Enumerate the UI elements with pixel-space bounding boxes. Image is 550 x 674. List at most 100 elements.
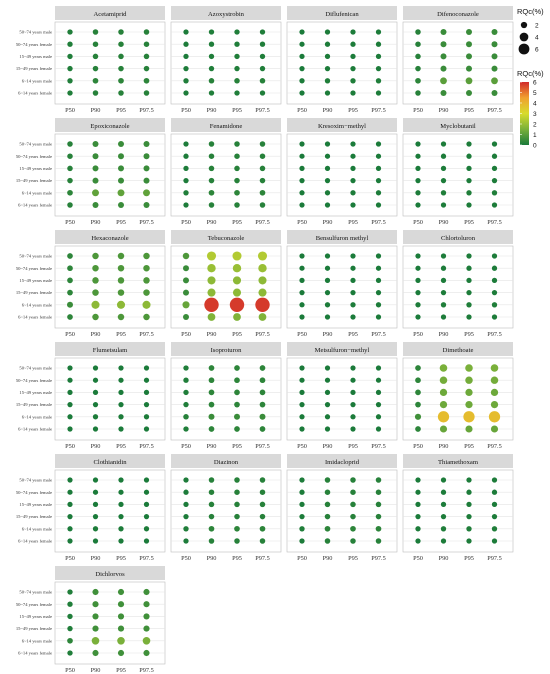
data-point: [350, 90, 356, 96]
data-point: [324, 277, 331, 284]
data-point: [415, 513, 421, 520]
color-legend-bar: [520, 82, 529, 145]
data-point: [440, 489, 447, 495]
data-point: [208, 165, 215, 172]
data-point: [375, 265, 382, 271]
data-point: [91, 637, 100, 645]
y-tick-label: 50~74 years male: [19, 142, 52, 147]
data-point: [118, 141, 124, 147]
data-point: [67, 526, 73, 532]
data-point: [466, 90, 472, 96]
data-point: [439, 376, 448, 384]
data-point: [67, 289, 73, 296]
panel-strip: [55, 454, 165, 468]
data-point: [491, 253, 498, 259]
data-point: [259, 477, 266, 483]
data-point: [465, 400, 473, 409]
x-tick-label: P50: [181, 107, 191, 114]
data-point: [208, 90, 215, 96]
data-point: [324, 253, 331, 259]
y-tick-label: 6~14 years male: [22, 302, 52, 307]
panel-strip: [287, 342, 397, 356]
data-point: [208, 426, 215, 432]
data-point: [183, 513, 189, 520]
data-point: [67, 401, 73, 408]
x-tick-label: P50: [181, 443, 191, 450]
data-point: [67, 589, 73, 595]
data-point: [466, 538, 472, 544]
data-point: [259, 189, 266, 196]
data-point: [324, 53, 331, 60]
data-point: [208, 477, 215, 483]
data-point: [491, 177, 498, 184]
data-point: [143, 289, 150, 296]
data-point: [143, 189, 150, 197]
data-point: [375, 90, 382, 96]
data-point: [118, 477, 124, 483]
data-point: [299, 302, 305, 308]
data-point: [350, 389, 356, 396]
data-point: [375, 277, 382, 284]
panel-title: Hexaconazole: [91, 235, 128, 242]
data-point: [350, 426, 356, 432]
data-point: [375, 41, 382, 47]
data-point: [350, 202, 356, 208]
data-point: [259, 141, 266, 147]
x-tick-label: P95: [348, 555, 358, 562]
data-point: [324, 489, 331, 495]
data-point: [258, 288, 267, 297]
data-point: [234, 501, 240, 508]
plot-area: [286, 21, 398, 105]
data-point: [415, 65, 421, 72]
data-point: [67, 601, 73, 607]
x-tick-label: P50: [297, 219, 307, 226]
panel-strip: [403, 6, 513, 20]
data-point: [350, 477, 356, 483]
data-point: [208, 29, 215, 35]
x-tick-label: P90: [91, 219, 101, 226]
data-point: [465, 77, 473, 85]
x-tick-label: P95: [348, 331, 358, 338]
data-point: [491, 141, 498, 147]
size-legend-dot: [520, 21, 528, 29]
color-legend-label: 1: [533, 132, 537, 139]
data-point: [259, 29, 266, 35]
data-point: [350, 365, 356, 371]
data-point: [299, 501, 305, 508]
data-point: [208, 513, 215, 520]
data-point: [440, 538, 447, 544]
data-point: [415, 29, 421, 35]
panel-strip: [171, 6, 281, 20]
panel-title: Tebuconazole: [208, 235, 245, 242]
data-point: [92, 489, 99, 495]
data-point: [440, 513, 447, 520]
x-tick-label: P50: [413, 555, 423, 562]
data-point: [324, 314, 331, 320]
data-point: [234, 365, 240, 371]
panel-epoxiconazole: Epoxiconazole 50~74 years male 50~74 years…: [16, 118, 166, 226]
data-point: [118, 489, 124, 495]
data-point: [234, 477, 240, 483]
x-tick-label: P50: [181, 555, 191, 562]
data-point: [299, 253, 305, 259]
size-legend-title: RQc(%): [517, 7, 544, 16]
data-point: [465, 376, 473, 384]
x-tick-label: P95: [116, 443, 126, 450]
data-point: [440, 526, 447, 532]
data-point: [204, 297, 219, 312]
data-point: [92, 313, 99, 321]
data-point: [350, 141, 356, 147]
data-point: [299, 53, 305, 60]
data-point: [375, 501, 382, 508]
data-point: [466, 477, 472, 483]
data-point: [118, 29, 124, 35]
data-point: [491, 265, 498, 271]
data-point: [67, 650, 73, 656]
data-point: [258, 313, 267, 321]
panel-title: Imidacloprid: [325, 459, 360, 466]
x-tick-label: P97.5: [255, 219, 270, 226]
data-point: [208, 153, 215, 159]
data-point: [208, 389, 215, 396]
data-point: [350, 29, 356, 35]
